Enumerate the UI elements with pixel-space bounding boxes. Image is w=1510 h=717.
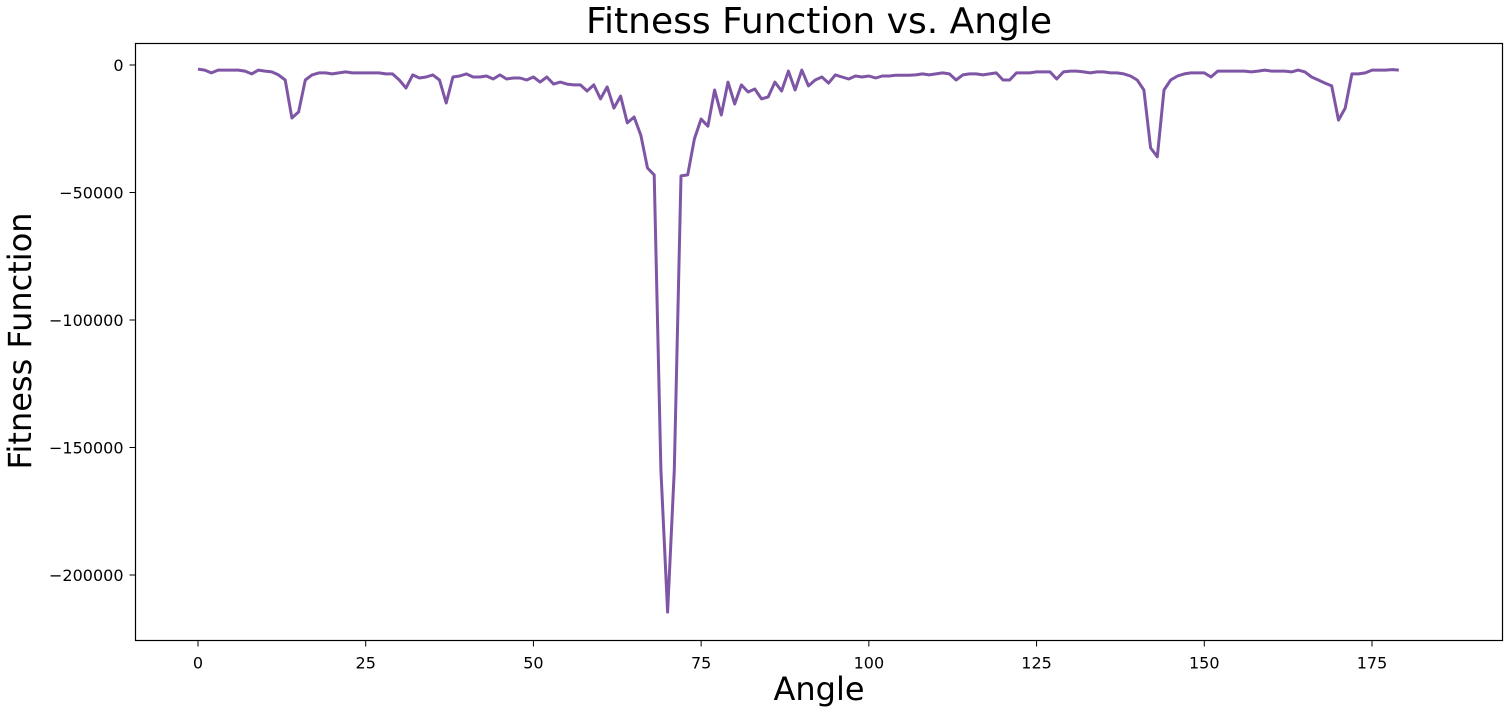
y-tick-label: −150000 [49, 439, 123, 458]
x-axis-label: Angle [773, 670, 864, 708]
plot-frame [134, 42, 1504, 642]
y-tick-label: −100000 [49, 311, 123, 330]
x-tick-label: 175 [1357, 654, 1388, 673]
y-tick-label: −50000 [59, 184, 123, 203]
chart-title: Fitness Function vs. Angle [586, 1, 1052, 42]
series-line-fitness [197, 67, 1399, 614]
y-tick-label: 0 [113, 56, 123, 75]
x-tick-label: 100 [854, 654, 885, 673]
y-tick-label: −200000 [49, 566, 123, 585]
x-tick-label: 25 [356, 654, 376, 673]
x-tick-label: 150 [1189, 654, 1220, 673]
x-tick-label: 0 [193, 654, 203, 673]
x-tick-label: 125 [1021, 654, 1052, 673]
x-tick-label: 75 [691, 654, 711, 673]
x-tick-label: 50 [523, 654, 543, 673]
y-axis-label: Fitness Function [1, 212, 39, 469]
